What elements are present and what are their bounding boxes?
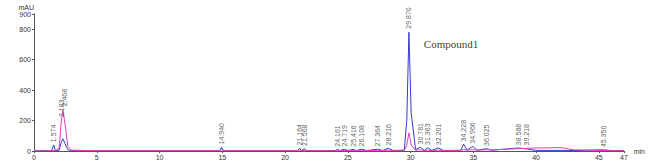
svg-text:25.416: 25.416 xyxy=(350,125,357,147)
svg-text:45.350: 45.350 xyxy=(600,126,607,148)
svg-text:min: min xyxy=(634,148,645,155)
svg-text:400: 400 xyxy=(19,87,31,94)
svg-text:26.108: 26.108 xyxy=(358,125,365,147)
svg-text:10: 10 xyxy=(156,154,164,161)
svg-text:15: 15 xyxy=(218,154,226,161)
svg-text:0: 0 xyxy=(32,154,36,161)
svg-text:1.574: 1.574 xyxy=(50,125,57,143)
svg-text:36.025: 36.025 xyxy=(483,124,490,146)
svg-text:21.164: 21.164 xyxy=(296,124,304,146)
svg-text:28.216: 28.216 xyxy=(385,124,392,146)
svg-text:200: 200 xyxy=(19,117,31,124)
svg-text:20: 20 xyxy=(281,154,289,161)
svg-text:Compound1: Compound1 xyxy=(424,38,478,50)
svg-text:800: 800 xyxy=(19,26,31,33)
svg-text:34.228: 34.228 xyxy=(460,120,467,142)
svg-text:24.719: 24.719 xyxy=(341,125,348,147)
svg-text:34.966: 34.966 xyxy=(469,122,476,144)
svg-text:5: 5 xyxy=(95,154,99,161)
svg-text:2.183: 2.183 xyxy=(57,99,65,117)
svg-text:31.363: 31.363 xyxy=(424,123,431,145)
svg-text:21.568: 21.568 xyxy=(301,124,308,146)
svg-text:2.468: 2.468 xyxy=(61,89,68,107)
svg-text:24.161: 24.161 xyxy=(334,125,341,147)
svg-text:35: 35 xyxy=(469,154,477,161)
svg-text:40: 40 xyxy=(532,154,540,161)
svg-text:30: 30 xyxy=(407,154,415,161)
svg-text:47: 47 xyxy=(620,154,628,161)
svg-text:mAU: mAU xyxy=(18,3,34,11)
svg-text:27.364: 27.364 xyxy=(374,125,381,147)
svg-text:38.588: 38.588 xyxy=(515,124,522,146)
svg-text:0: 0 xyxy=(27,148,31,155)
svg-text:900: 900 xyxy=(19,11,31,18)
svg-text:30.781: 30.781 xyxy=(417,123,424,145)
svg-text:29.870: 29.870 xyxy=(405,7,412,29)
svg-text:14.940: 14.940 xyxy=(218,123,225,145)
svg-text:32.201: 32.201 xyxy=(435,124,442,146)
svg-text:600: 600 xyxy=(19,56,31,63)
svg-text:39.218: 39.218 xyxy=(523,124,530,146)
svg-text:25: 25 xyxy=(344,154,352,161)
svg-text:45: 45 xyxy=(595,154,603,161)
